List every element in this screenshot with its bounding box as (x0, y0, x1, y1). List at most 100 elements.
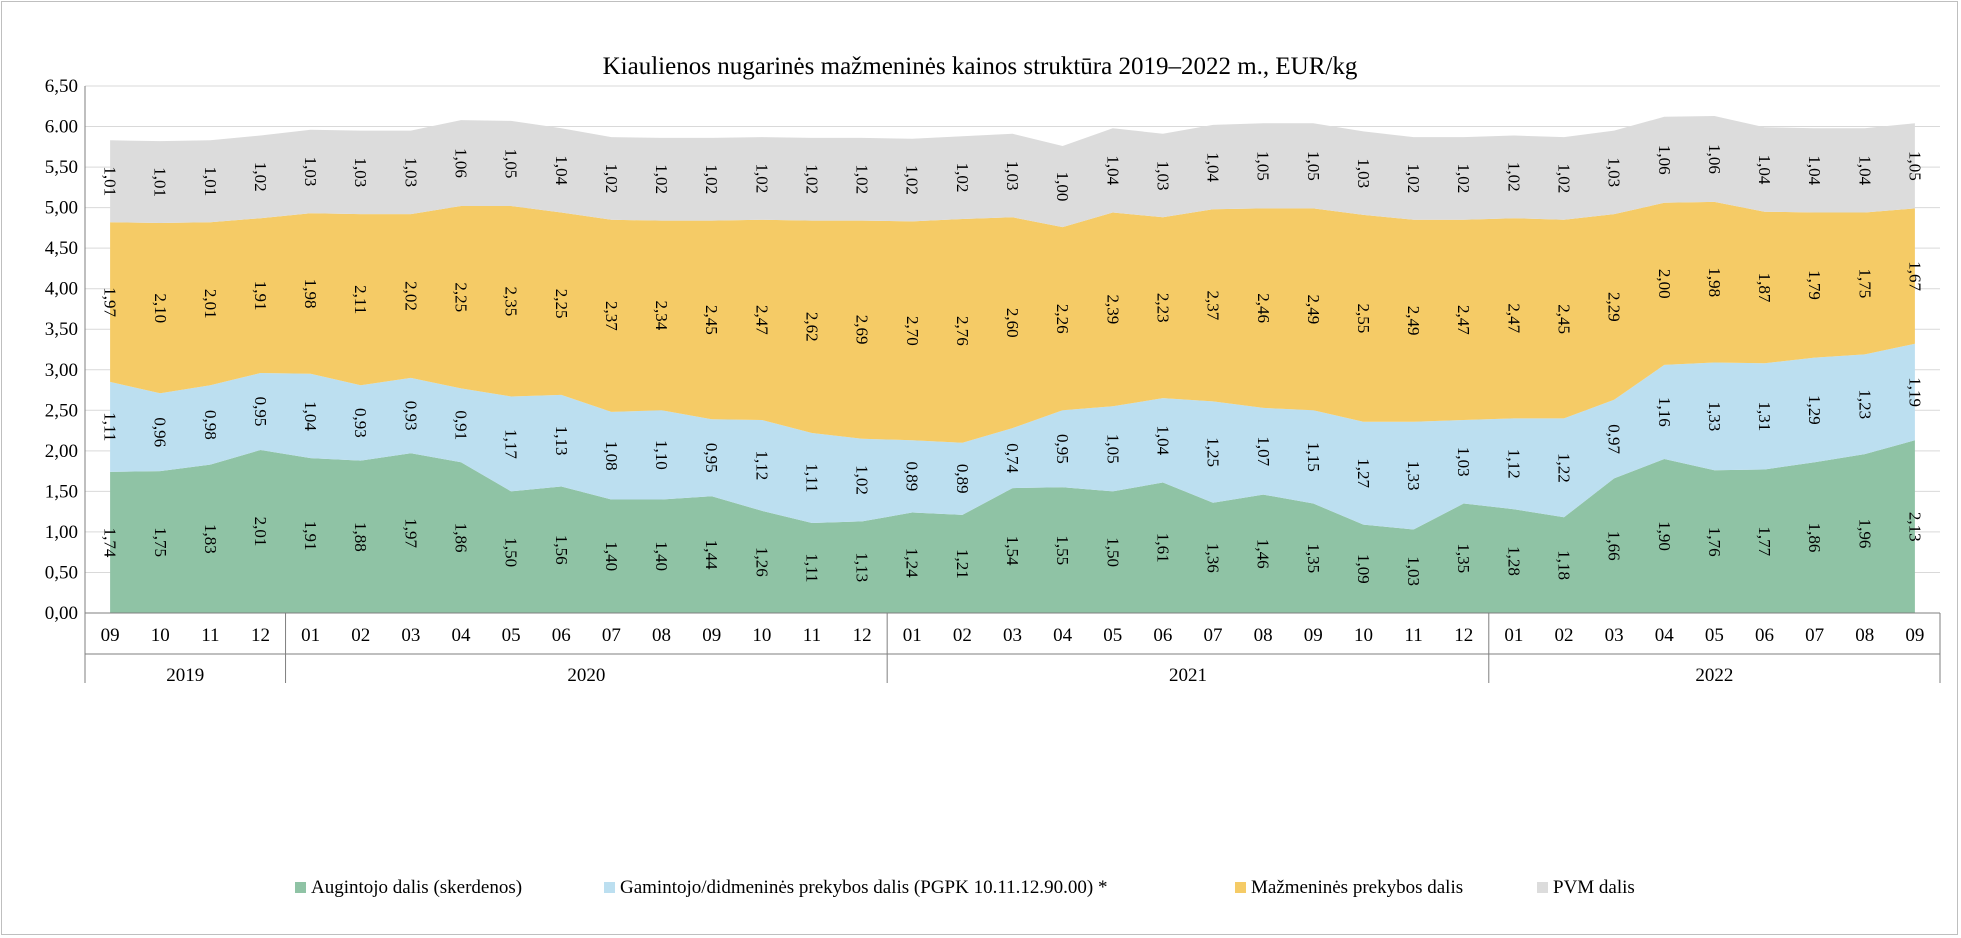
data-label: 1,11 (101, 412, 120, 441)
data-label: 2,70 (903, 316, 922, 346)
legend-label: Gamintojo/didmeninės prekybos dalis (PGP… (620, 877, 1107, 898)
x-tick-label: 12 (853, 625, 872, 646)
x-tick-label: 12 (251, 625, 270, 646)
y-tick-label: 1,50 (45, 481, 78, 502)
data-label: 1,46 (1254, 539, 1273, 569)
data-label: 1,03 (1153, 161, 1172, 191)
y-tick-label: 4,50 (45, 238, 78, 259)
x-tick-label: 04 (452, 625, 472, 646)
data-label: 2,39 (1103, 294, 1122, 324)
x-tick-label: 09 (1905, 625, 1924, 646)
data-label: 2,25 (451, 282, 470, 312)
data-label: 2,02 (401, 281, 420, 311)
data-label: 1,97 (401, 518, 420, 548)
x-tick-label: 05 (1103, 625, 1122, 646)
data-label: 1,03 (351, 157, 370, 187)
data-labels: 1,74 1,75 1,83 2,01 1,91 1,88 1,97 1,86 1,50 1,56… (101, 144, 1925, 586)
data-label: 1,35 (1454, 543, 1473, 573)
data-label: 1,74 (101, 528, 120, 558)
data-label: 1,01 (201, 166, 220, 196)
data-label: 2,34 (652, 300, 671, 330)
data-label: 1,86 (1805, 523, 1824, 553)
data-label: 1,03 (1354, 158, 1373, 188)
data-label: 1,90 (1655, 521, 1674, 551)
data-label: 1,98 (1705, 267, 1724, 297)
y-tick-label: 0,00 (45, 603, 78, 624)
data-label: 1,03 (401, 157, 420, 187)
data-label: 1,13 (853, 552, 872, 582)
data-label: 1,87 (1755, 273, 1774, 303)
x-tick-label: 05 (502, 625, 521, 646)
y-tick-label: 5,50 (45, 157, 78, 178)
y-tick-label: 0,50 (45, 562, 78, 583)
data-label: 1,12 (752, 451, 771, 481)
data-label: 1,75 (151, 527, 170, 557)
legend: Augintojo dalis (skerdenos) Gamintojo/did… (295, 877, 1635, 898)
data-label: 1,04 (552, 155, 571, 185)
data-label: 0,93 (351, 408, 370, 438)
y-axis-tick-labels: 0,00 0,50 1,00 1,50 2,00 2,50 3,00 3,50 4,00 4,50… (45, 76, 78, 624)
data-label: 2,37 (602, 301, 621, 331)
data-label: 0,95 (702, 443, 721, 473)
area-series-1 (110, 440, 1915, 613)
data-label: 2,49 (1304, 295, 1323, 325)
data-label: 1,50 (502, 537, 521, 567)
data-label: 1,24 (903, 548, 922, 578)
x-tick-label: 09 (1304, 625, 1323, 646)
data-label: 1,11 (802, 463, 821, 492)
data-label: 1,97 (101, 287, 120, 317)
data-label: 1,36 (1204, 543, 1223, 573)
data-label: 1,27 (1354, 458, 1373, 488)
axes (84, 86, 1941, 683)
x-tick-label: 03 (1605, 625, 1624, 646)
legend-swatch (1235, 882, 1246, 893)
data-label: 1,96 (1855, 519, 1874, 549)
x-tick-label: 10 (1354, 625, 1373, 646)
y-tick-label: 2,50 (45, 400, 78, 421)
x-tick-label: 09 (101, 625, 120, 646)
x-tick-label: 01 (1504, 625, 1523, 646)
data-label: 2,76 (953, 316, 972, 346)
x-tick-label: 06 (1153, 625, 1172, 646)
data-label: 1,05 (502, 149, 521, 179)
x-tick-label: 06 (552, 625, 571, 646)
x-tick-label: 11 (1404, 625, 1422, 646)
data-label: 1,04 (1204, 152, 1223, 182)
x-axis-tick-labels: 09 10 11 12 01 02 03 04 05 06 07 08 09 10 11 12 01 02 03 04… (101, 625, 1925, 686)
data-label: 1,04 (1855, 155, 1874, 185)
data-label: 2,25 (552, 289, 571, 319)
data-label: 0,93 (401, 401, 420, 431)
y-tick-label: 5,00 (45, 198, 78, 219)
data-label: 1,03 (1404, 556, 1423, 586)
data-label: 0,89 (903, 462, 922, 492)
x-tick-label: 11 (803, 625, 821, 646)
data-label: 1,01 (101, 166, 120, 196)
data-label: 2,46 (1254, 293, 1273, 323)
x-tick-label: 11 (201, 625, 219, 646)
data-label: 1,44 (702, 540, 721, 570)
data-label: 2,69 (853, 315, 872, 345)
data-label: 1,33 (1404, 461, 1423, 491)
year-label: 2021 (1169, 665, 1207, 686)
data-label: 1,02 (652, 164, 671, 194)
data-label: 1,03 (1605, 157, 1624, 187)
data-label: 1,86 (452, 523, 471, 553)
data-label: 1,11 (802, 553, 821, 582)
data-label: 1,04 (1755, 155, 1774, 185)
data-label: 2,10 (151, 293, 170, 323)
data-label: 1,29 (1805, 395, 1824, 425)
data-label: 1,83 (201, 524, 220, 554)
data-label: 1,91 (301, 521, 320, 551)
legend-swatch (604, 882, 615, 893)
data-label: 2,47 (752, 305, 771, 335)
data-label: 1,02 (251, 162, 270, 192)
data-label: 2,55 (1354, 303, 1373, 333)
data-label: 1,21 (953, 549, 972, 579)
data-label: 0,95 (1053, 434, 1072, 464)
data-label: 1,05 (1103, 434, 1122, 464)
data-label: 2,00 (1655, 269, 1674, 299)
data-label: 1,02 (1504, 162, 1523, 192)
data-label: 2,35 (502, 286, 521, 316)
data-label: 1,31 (1755, 402, 1774, 432)
x-tick-label: 02 (351, 625, 370, 646)
